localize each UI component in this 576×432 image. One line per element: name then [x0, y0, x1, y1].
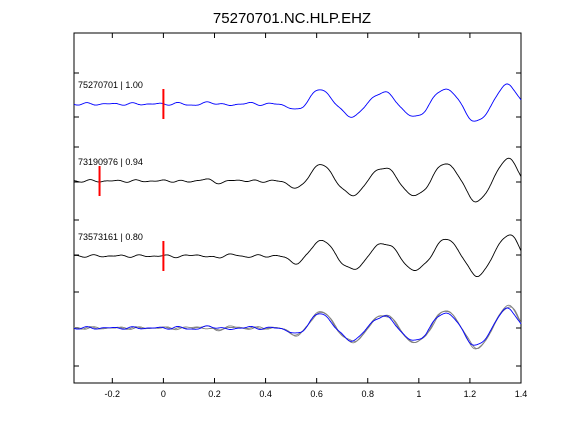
- trace-line: [73, 157, 522, 203]
- x-tick-label: 1: [416, 389, 421, 399]
- overlay-trace-75270701: [73, 307, 522, 346]
- trace-73190976: 73190976 | 0.94: [73, 157, 522, 203]
- x-tick-label: 0.6: [310, 389, 323, 399]
- trace-label: 73573161 | 0.80: [78, 232, 143, 242]
- x-axis: -0.2 0 0.2 0.4 0.6 0.8 1 1.2 1.4: [105, 33, 528, 399]
- x-tick-label: 0.2: [208, 389, 221, 399]
- x-tick-label: -0.2: [105, 389, 121, 399]
- waveform-traces: 75270701 | 1.00 73190976 | 0.94 73573161 |…: [73, 80, 522, 278]
- x-tick-label: 0.8: [361, 389, 374, 399]
- stacked-overlay: [73, 304, 522, 350]
- y-ticks: [74, 72, 521, 367]
- trace-73573161: 73573161 | 0.80: [73, 232, 522, 278]
- trace-label: 75270701 | 1.00: [78, 80, 143, 90]
- trace-75270701: 75270701 | 1.00: [73, 80, 522, 122]
- x-tick-label: 1.4: [515, 389, 528, 399]
- plot-frame: [73, 32, 522, 384]
- trace-line: [73, 234, 522, 278]
- x-tick-label: 1.2: [464, 389, 477, 399]
- trace-label: 73190976 | 0.94: [78, 157, 143, 167]
- chart-title: 75270701.NC.HLP.EHZ: [213, 10, 371, 27]
- trace-line: [73, 83, 522, 122]
- x-tick-label: 0: [161, 389, 166, 399]
- x-tick-label: 0.4: [259, 389, 272, 399]
